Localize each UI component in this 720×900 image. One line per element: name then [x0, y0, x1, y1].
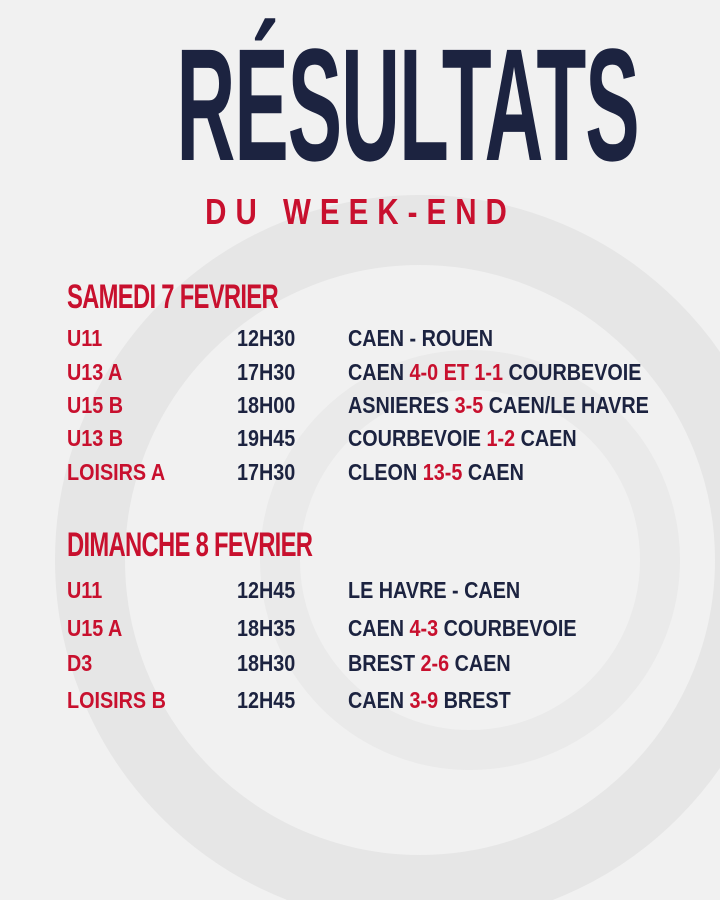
team-name: COURBEVOIE — [502, 359, 642, 385]
match-time: 18H30 — [237, 650, 296, 676]
result-row: U15 A 18H35 CAEN 4-3 COURBEVOIE — [67, 614, 707, 642]
result-row: U13 A 17H30 CAEN 4-0 ET 1-1 COURBEVOIE — [67, 358, 707, 386]
category: U15 B — [67, 392, 124, 418]
match-result: COURBEVOIE 1-2 CAEN — [348, 424, 577, 452]
match-result: CLEON 13-5 CAEN — [348, 458, 524, 486]
page-title-text: RÉSULTATS — [176, 15, 639, 194]
match-time: 17H30 — [237, 459, 296, 485]
category: LOISIRS B — [67, 687, 166, 713]
category: U11 — [67, 577, 103, 603]
match-time: 12H30 — [237, 325, 296, 351]
match-time: 18H00 — [237, 392, 296, 418]
score: 3-9 — [409, 687, 439, 713]
result-row: U13 B 19H45 COURBEVOIE 1-2 CAEN — [67, 424, 707, 452]
match-result: CAEN 3-9 BREST — [348, 686, 511, 714]
team-name: BREST — [438, 687, 511, 713]
score: 2-6 — [420, 650, 450, 676]
score: 3-5 — [454, 392, 484, 418]
team-name: BREST — [348, 650, 421, 676]
team-name: CAEN — [462, 459, 524, 485]
match-result: CAEN - ROUEN — [348, 324, 493, 352]
team-name: COURBEVOIE — [438, 615, 577, 641]
team-name: CAEN — [348, 687, 410, 713]
team-name: CLEON — [348, 459, 423, 485]
result-row: U15 B 18H00 ASNIERES 3-5 CAEN/LE HAVRE — [67, 391, 707, 419]
category: U13 A — [67, 359, 123, 385]
match-time: 12H45 — [237, 577, 296, 603]
team-name: CAEN — [449, 650, 511, 676]
match-result: CAEN 4-3 COURBEVOIE — [348, 614, 577, 642]
team-name: CAEN/LE HAVRE — [483, 392, 649, 418]
match-time: 12H45 — [237, 687, 296, 713]
category: U13 B — [67, 425, 124, 451]
match-result: ASNIERES 3-5 CAEN/LE HAVRE — [348, 391, 649, 419]
team-name: CAEN - ROUEN — [348, 325, 494, 351]
team-name: COURBEVOIE — [348, 425, 487, 451]
result-row: U11 12H30 CAEN - ROUEN — [67, 324, 707, 352]
match-result: CAEN 4-0 ET 1-1 COURBEVOIE — [348, 358, 641, 386]
team-name: ASNIERES — [348, 392, 455, 418]
section-header: DIMANCHE 8 FEVRIER — [67, 526, 313, 564]
score: 4-3 — [409, 615, 439, 641]
team-name: CAEN — [348, 359, 410, 385]
match-time: 17H30 — [237, 359, 296, 385]
category: U11 — [67, 325, 103, 351]
result-row: LOISIRS A 17H30 CLEON 13-5 CAEN — [67, 458, 707, 486]
team-name: LE HAVRE - CAEN — [348, 577, 521, 603]
result-row: LOISIRS B 12H45 CAEN 3-9 BREST — [67, 686, 707, 714]
section-header: SAMEDI 7 FEVRIER — [67, 278, 279, 316]
team-name: CAEN — [348, 615, 410, 641]
category: LOISIRS A — [67, 459, 166, 485]
team-name: CAEN — [515, 425, 577, 451]
page-title: RÉSULTATS — [0, 15, 720, 194]
match-result: LE HAVRE - CAEN — [348, 576, 520, 604]
score: 1-2 — [486, 425, 516, 451]
score: 13-5 — [422, 459, 463, 485]
category: U15 A — [67, 615, 123, 641]
category: D3 — [67, 650, 93, 676]
page-subtitle-text: DU WEEK-END — [204, 191, 516, 232]
match-result: BREST 2-6 CAEN — [348, 649, 511, 677]
match-time: 19H45 — [237, 425, 296, 451]
result-row: U11 12H45 LE HAVRE - CAEN — [67, 576, 707, 604]
page-subtitle: DU WEEK-END — [0, 192, 720, 232]
match-time: 18H35 — [237, 615, 296, 641]
score: 4-0 ET 1-1 — [409, 359, 503, 385]
result-row: D3 18H30 BREST 2-6 CAEN — [67, 649, 707, 677]
